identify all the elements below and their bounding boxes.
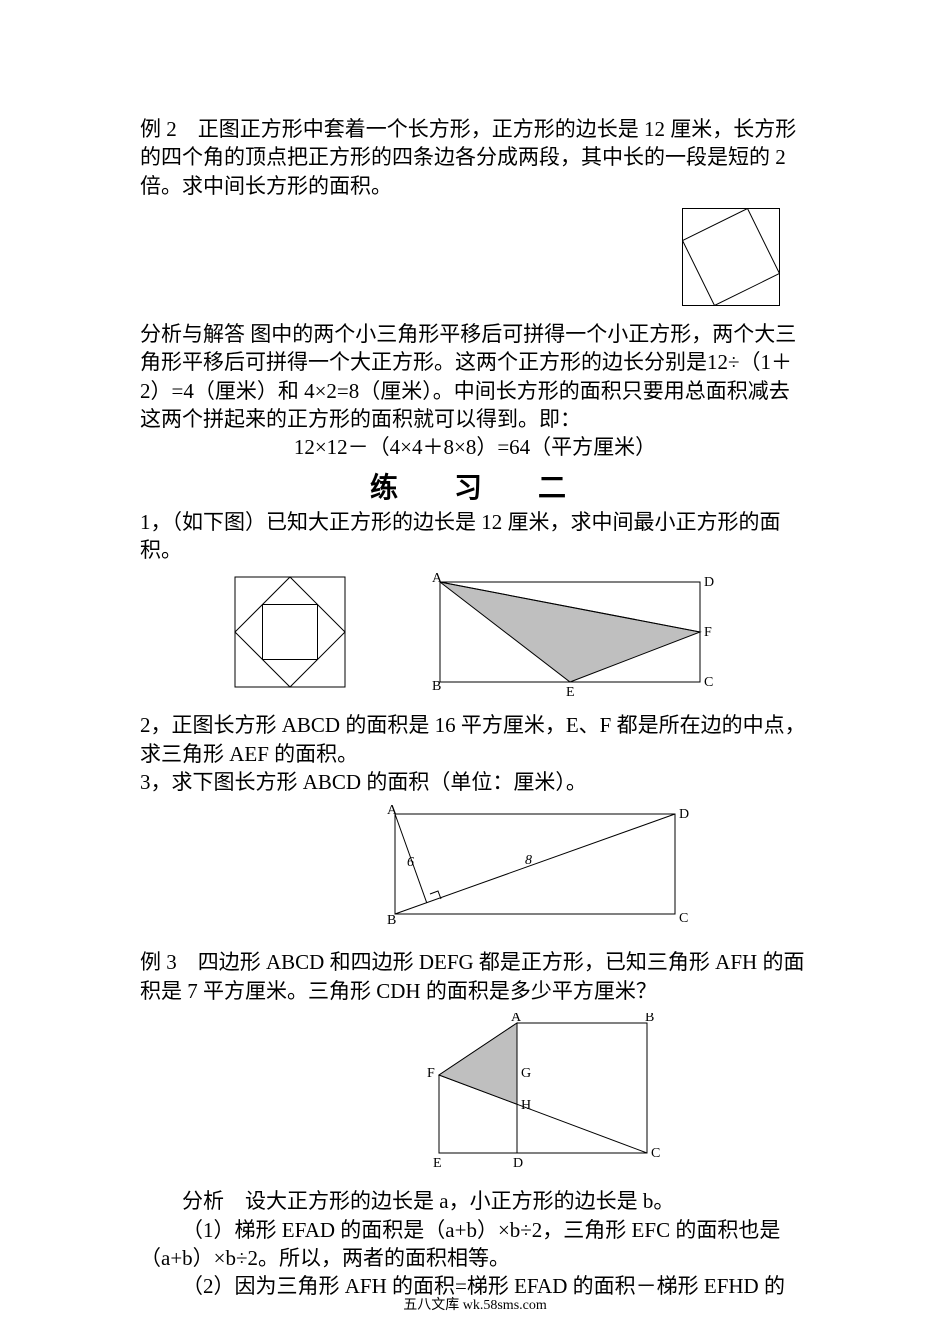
practice2-fig3: A D C B 6 8 <box>375 804 695 934</box>
example3-figure-row: A B C D E F G H <box>140 1013 810 1173</box>
svg-text:B: B <box>645 1013 654 1025</box>
practice2-figures-row: A D F C B E <box>140 572 810 697</box>
svg-text:E: E <box>566 685 575 697</box>
practice2-q1: 1，（如下图）已知大正方形的边长是 12 厘米，求中间最小正方形的面积。 <box>140 508 810 565</box>
svg-text:D: D <box>679 807 689 822</box>
svg-text:C: C <box>704 675 713 690</box>
svg-text:A: A <box>387 804 398 818</box>
example3-analysis-2: （1）梯形 EFAD 的面积是（a+b）×b÷2，三角形 EFC 的面积也是（a… <box>140 1216 810 1273</box>
page-footer: 五八文库 wk.58sms.com <box>0 1294 950 1314</box>
example3-figure: A B C D E F G H <box>425 1013 675 1173</box>
practice2-q2: 2，正图长方形 ABCD 的面积是 16 平方厘米，E、F 都是所在边的中点，求… <box>140 711 810 768</box>
example2-title: 例 2 正图正方形中套着一个长方形，正方形的边长是 12 厘米，长方形的四个角的… <box>140 115 810 200</box>
svg-text:A: A <box>511 1013 522 1025</box>
example3-title: 例 3 四边形 ABCD 和四边形 DEFG 都是正方形，已知三角形 AFH 的… <box>140 948 810 1005</box>
example2-formula: 12×12－（4×4＋8×8）=64（平方厘米） <box>140 433 810 461</box>
svg-text:E: E <box>433 1156 442 1171</box>
example2-analysis: 分析与解答 图中的两个小三角形平移后可拼得一个小正方形，两个大三角形平移后可拼得… <box>140 320 810 433</box>
practice2-q3: 3，求下图长方形 ABCD 的面积（单位：厘米）。 <box>140 768 810 796</box>
svg-text:D: D <box>513 1156 523 1171</box>
svg-text:F: F <box>704 625 712 640</box>
svg-text:D: D <box>704 575 714 590</box>
practice2-fig3-row: A D C B 6 8 <box>140 804 810 934</box>
svg-text:6: 6 <box>407 855 414 870</box>
svg-text:C: C <box>651 1146 660 1161</box>
svg-text:A: A <box>432 572 443 586</box>
svg-text:G: G <box>521 1066 531 1081</box>
practice2-heading: 练 习 二 <box>140 466 810 506</box>
analysis-heading: 分析与解答 <box>140 322 245 346</box>
svg-text:C: C <box>679 911 688 926</box>
svg-text:8: 8 <box>525 853 532 868</box>
example3-analysis-1: 分析 设大正方形的边长是 a，小正方形的边长是 b。 <box>140 1187 810 1215</box>
svg-text:B: B <box>432 679 441 694</box>
svg-text:F: F <box>427 1066 435 1081</box>
svg-text:H: H <box>521 1098 531 1113</box>
example2-figure <box>140 208 810 306</box>
practice2-fig1 <box>230 572 350 692</box>
svg-text:B: B <box>387 913 396 928</box>
practice2-fig2: A D F C B E <box>420 572 720 697</box>
